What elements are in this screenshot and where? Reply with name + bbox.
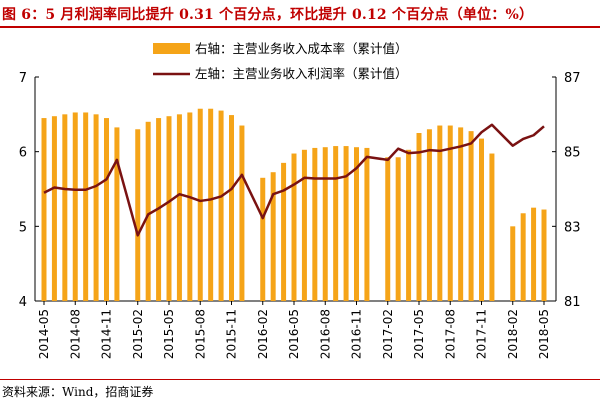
legend-bar-swatch <box>153 43 190 54</box>
right-tick-label: 85 <box>564 146 581 161</box>
right-tick-label: 81 <box>564 295 581 310</box>
bar-2015-08 <box>197 108 203 301</box>
bar-2018-05 <box>541 209 547 301</box>
bar-2018-02 <box>510 226 516 301</box>
bar-2017-09 <box>458 127 464 302</box>
bar-2015-11 <box>229 115 234 301</box>
title-rule <box>0 26 600 28</box>
right-axis-ticks: 81 83 85 87 <box>552 71 581 310</box>
bar-2016-12 <box>364 147 370 301</box>
x-tick-label: 2018-05 <box>537 309 551 359</box>
bar-2017-06 <box>426 129 432 301</box>
x-tick-label: 2014-08 <box>68 309 82 359</box>
legend-bar-label: 右轴：主营业务收入成本率（累计值） <box>195 41 408 56</box>
bar-2014-07 <box>62 114 68 301</box>
bar-2015-07 <box>187 112 193 301</box>
bar-2014-05 <box>41 118 47 301</box>
bar-2016-10 <box>343 146 349 301</box>
bar-2016-07 <box>312 147 318 301</box>
right-tick-label: 83 <box>564 220 581 235</box>
chart-title: 图 6：5 月利润率同比提升 0.31 个百分点，环比提升 0.12 个百分点（… <box>2 7 534 23</box>
bar-2015-10 <box>218 110 224 301</box>
bar-2017-12 <box>489 153 495 301</box>
x-axis-ticks: 2014-05 2014-08 2014-11 2015-02 2015-05 2015-… <box>37 301 551 359</box>
bar-2018-03 <box>520 213 526 301</box>
bar-2015-03 <box>145 121 151 301</box>
bar-2017-11 <box>479 138 484 301</box>
bar-2017-08 <box>447 125 453 301</box>
x-tick-label: 2014-11 <box>100 309 114 359</box>
bar-2015-12 <box>239 125 245 301</box>
bar-2017-04 <box>406 149 412 301</box>
left-tick-label: 6 <box>19 146 27 161</box>
bar-2017-07 <box>437 125 443 301</box>
bar-2016-09 <box>333 146 339 301</box>
bar-2016-08 <box>322 147 328 301</box>
x-tick-label: 2016-02 <box>256 309 270 359</box>
bar-2015-02 <box>135 129 141 301</box>
source-note: 资料来源：Wind，招商证券 <box>2 385 154 399</box>
bar-2015-05 <box>166 116 172 301</box>
bar-2014-06 <box>51 116 57 301</box>
x-tick-label: 2017-11 <box>475 309 489 359</box>
bar-2016-05 <box>291 153 297 301</box>
x-tick-label: 2017-05 <box>412 309 426 359</box>
bar-2017-05 <box>416 133 422 301</box>
x-tick-label: 2015-11 <box>225 309 239 359</box>
x-tick-label: 2015-02 <box>131 309 145 359</box>
x-tick-label: 2015-08 <box>193 309 207 359</box>
bar-series <box>41 108 547 302</box>
left-tick-label: 4 <box>19 295 27 310</box>
left-tick-label: 5 <box>19 220 27 235</box>
bar-2016-03 <box>270 172 276 301</box>
bar-2014-08 <box>72 112 78 301</box>
bar-2014-09 <box>83 112 89 301</box>
bar-2017-03 <box>395 157 401 301</box>
bar-2014-10 <box>93 114 99 301</box>
bar-2014-11 <box>104 118 109 301</box>
bar-2016-02 <box>260 177 266 301</box>
bar-2014-12 <box>114 127 120 302</box>
right-tick-label: 87 <box>564 71 581 86</box>
bottom-rule <box>0 379 600 380</box>
bar-2017-10 <box>468 131 474 301</box>
x-tick-label: 2017-02 <box>381 309 395 359</box>
x-tick-label: 2015-05 <box>162 309 176 359</box>
bar-2015-06 <box>176 114 182 301</box>
x-tick-label: 2017-08 <box>443 309 457 359</box>
bar-2016-06 <box>301 149 307 301</box>
bar-2016-04 <box>281 162 287 301</box>
x-tick-label: 2016-05 <box>287 309 301 359</box>
bar-2017-02 <box>385 157 391 301</box>
bar-2015-09 <box>208 108 214 301</box>
bar-2018-04 <box>531 207 537 301</box>
profit-margin-line <box>43 123 545 237</box>
bar-2016-11 <box>354 147 359 301</box>
x-tick-label: 2016-11 <box>350 309 364 359</box>
left-axis-ticks: 4 5 6 7 <box>19 71 39 310</box>
line-series-group <box>43 123 545 237</box>
x-tick-label: 2014-05 <box>37 309 51 359</box>
legend-line-label: 左轴：主营业务收入利润率（累计值） <box>195 66 408 81</box>
left-tick-label: 7 <box>19 71 27 86</box>
x-tick-label: 2016-08 <box>318 309 332 359</box>
x-tick-label: 2018-02 <box>506 309 520 359</box>
